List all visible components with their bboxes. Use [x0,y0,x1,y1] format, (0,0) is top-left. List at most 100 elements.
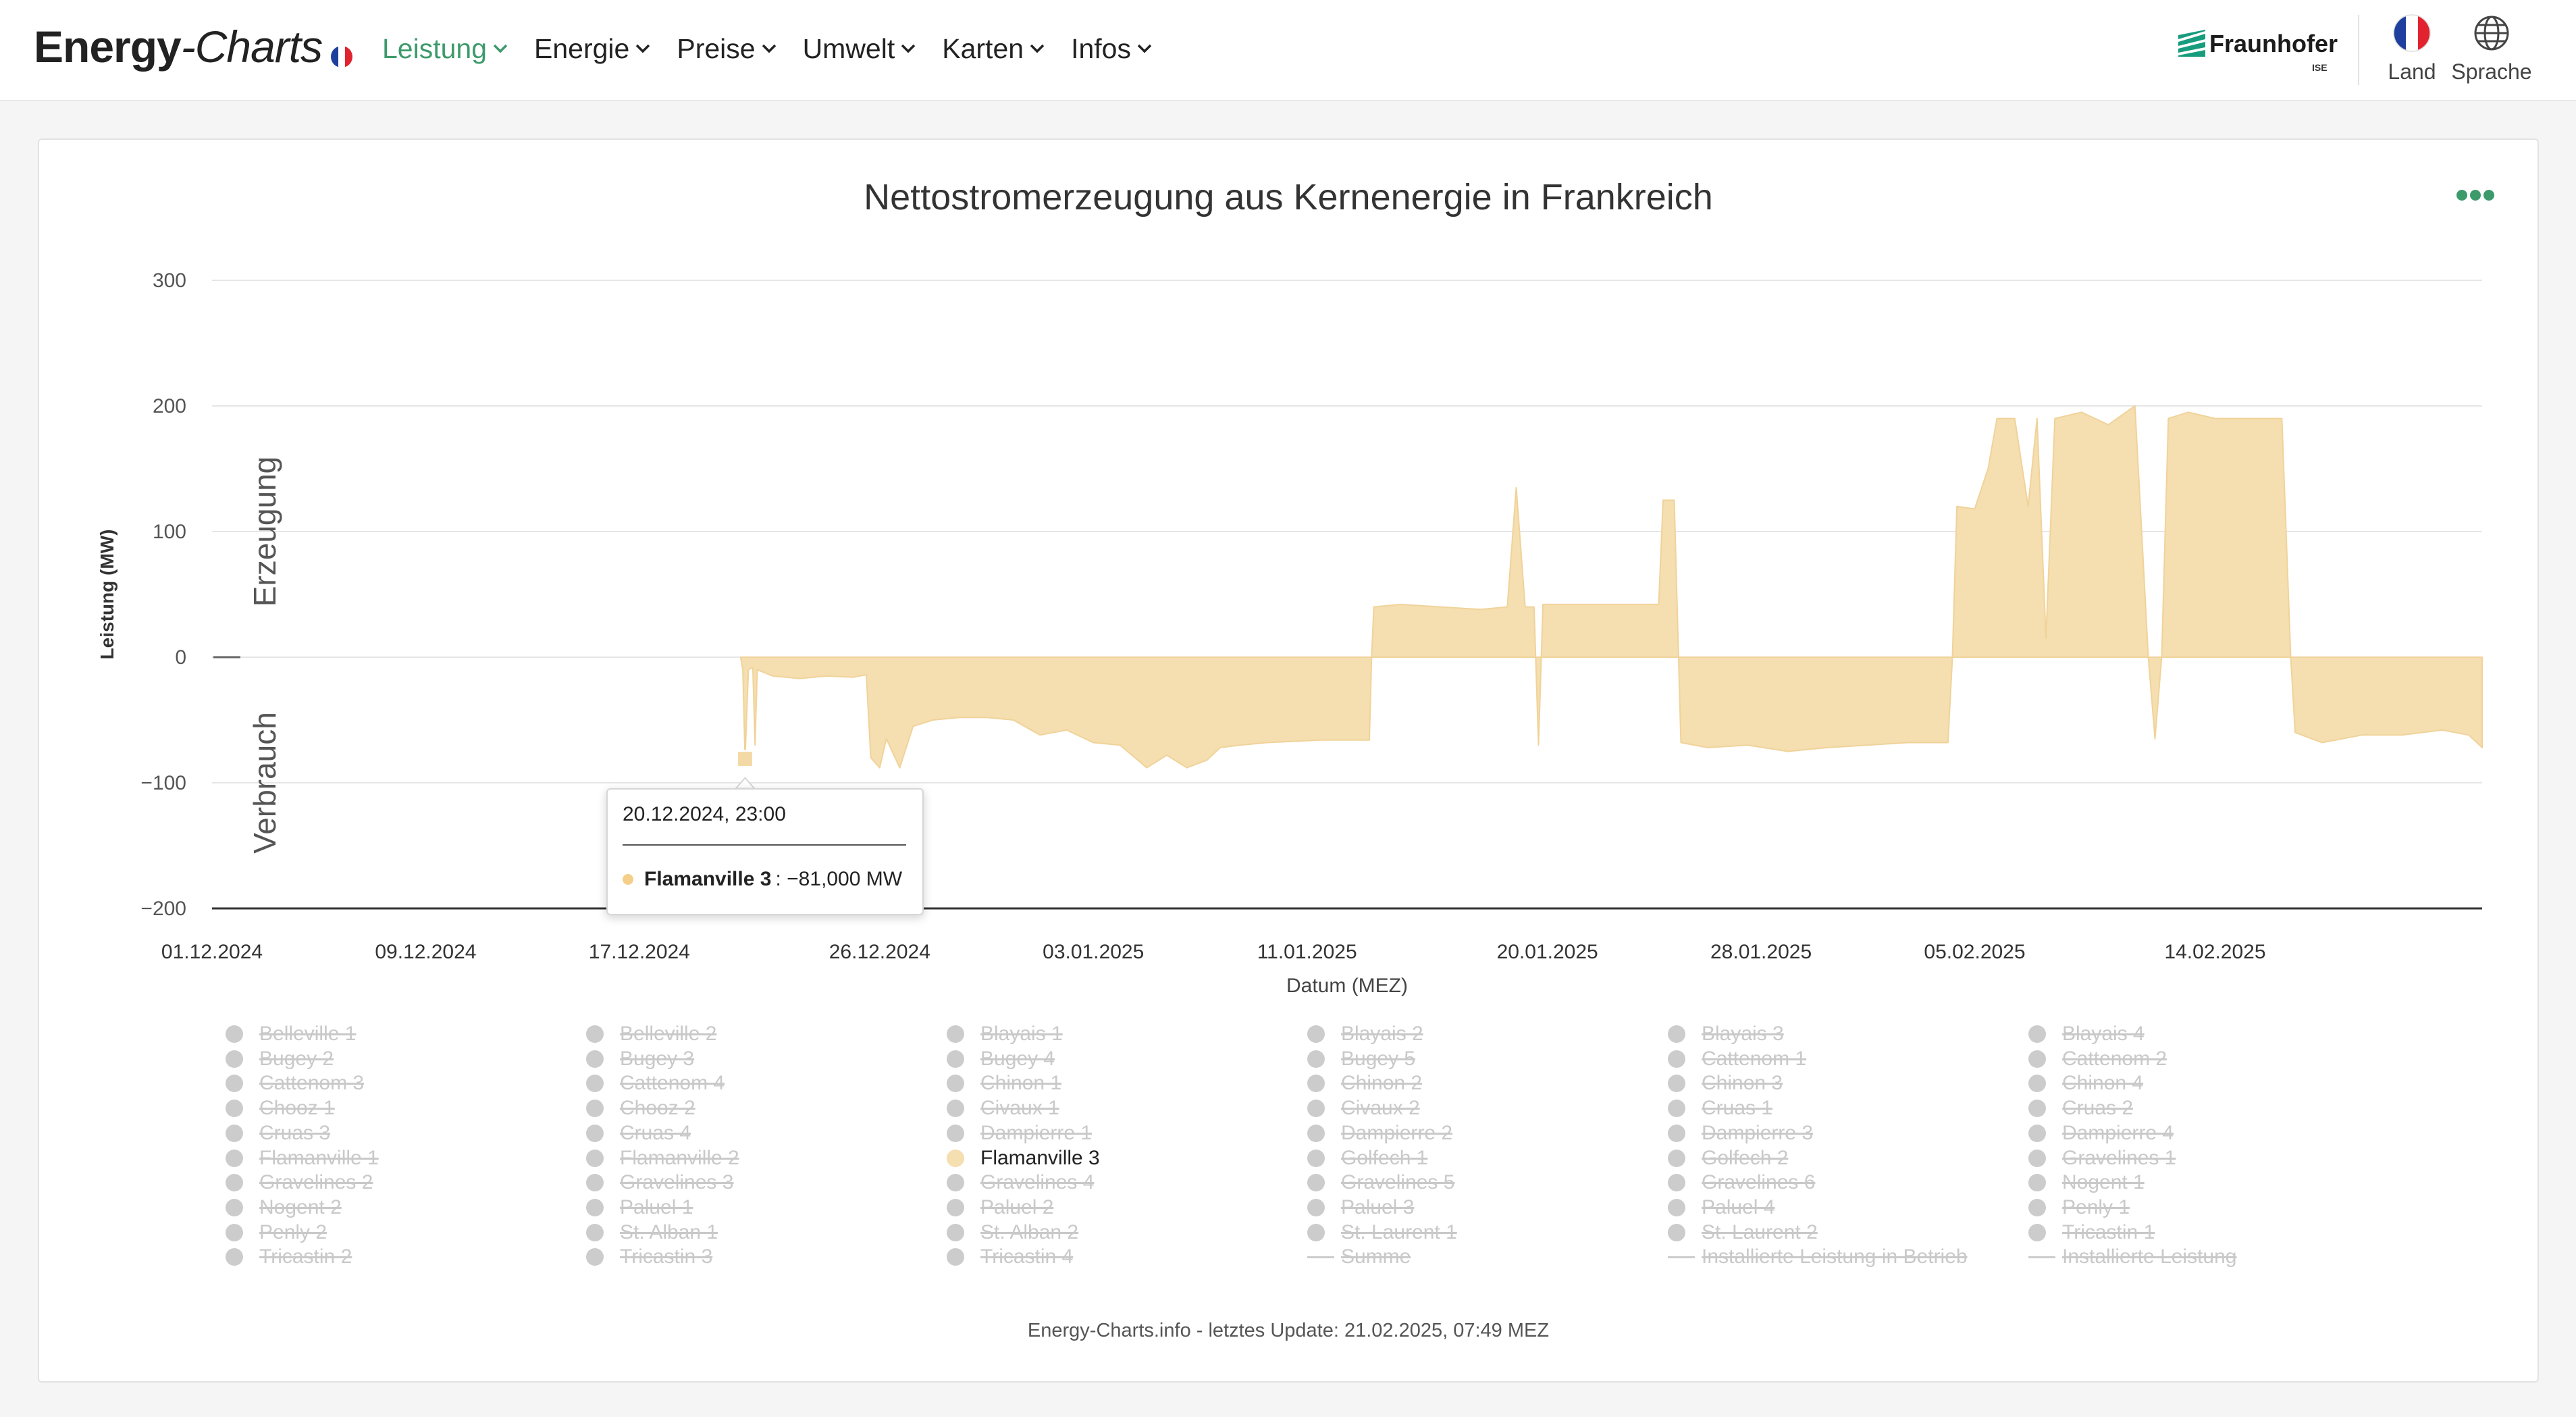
legend-item[interactable]: Summe [1307,1245,1411,1269]
legend-item[interactable]: Blayais 3 [1668,1022,1784,1046]
legend-item[interactable]: Paluel 3 [1307,1195,1414,1220]
legend-item[interactable]: Penly 1 [2028,1195,2130,1220]
legend-item[interactable]: Chinon 4 [2028,1071,2143,1096]
legend-item[interactable]: Belleville 2 [586,1022,716,1046]
nav-infos[interactable]: Infos [1071,33,1153,65]
legend-dot-marker [2028,1050,2046,1068]
legend-item[interactable]: Bugey 4 [947,1047,1055,1071]
legend-dot-marker [2028,1025,2046,1043]
legend-item[interactable]: Belleville 1 [226,1022,356,1046]
legend-item[interactable]: Flamanville 1 [226,1146,379,1170]
legend-item[interactable]: Cattenom 1 [1668,1047,1806,1071]
chart-legend: Belleville 1 Belleville 2 Blayais 1 Blayais… [39,140,2538,1381]
chevron-down-icon [1137,44,1152,53]
legend-item[interactable]: Cruas 3 [226,1121,330,1145]
legend-item[interactable]: Dampierre 1 [947,1121,1092,1145]
legend-dot-marker [947,1223,964,1241]
chart-menu-icon[interactable] [2455,187,2496,203]
legend-dot-marker [2028,1075,2046,1093]
fraunhofer-logo[interactable]: Fraunhofer ISE [2176,27,2338,77]
legend-item[interactable]: Flamanville 3 [947,1146,1100,1170]
france-flag-icon [331,46,353,68]
legend-item[interactable]: Chinon 3 [1668,1071,1783,1096]
legend-item[interactable]: Blayais 4 [2028,1022,2145,1046]
nav-karten[interactable]: Karten [942,33,1045,65]
legend-item[interactable]: Tricastin 1 [2028,1220,2155,1245]
legend-item[interactable]: Nogent 1 [2028,1170,2145,1195]
legend-item[interactable]: Chinon 2 [1307,1071,1422,1096]
legend-item[interactable]: Gravelines 1 [2028,1146,2176,1170]
legend-dot-marker [226,1174,243,1192]
legend-dot-marker [1307,1223,1325,1241]
language-selector[interactable]: Sprache [2451,14,2532,88]
tooltip-divider [623,844,906,846]
legend-item[interactable]: Penly 2 [226,1220,327,1245]
legend-item[interactable]: Civaux 1 [947,1096,1059,1120]
legend-item[interactable]: Blayais 2 [1307,1022,1423,1046]
legend-label: Bugey 4 [980,1047,1055,1070]
fraunhofer-name: Fraunhofer [2209,30,2338,57]
legend-item[interactable]: St. Laurent 2 [1668,1220,1818,1245]
legend-label: Dampierre 3 [1702,1121,1814,1144]
legend-item[interactable]: St. Alban 1 [586,1220,718,1245]
legend-item[interactable]: Cattenom 4 [586,1071,725,1096]
country-selector[interactable]: Land [2371,14,2452,88]
legend-label: Cruas 4 [620,1121,691,1144]
legend-item[interactable]: Dampierre 3 [1668,1121,1813,1145]
main-nav: Leistung Energie Preise Umwelt Karten In… [382,24,1178,73]
legend-item[interactable]: Chooz 2 [586,1096,695,1120]
legend-dot-marker [1668,1223,1685,1241]
legend-item[interactable]: Golfech 2 [1668,1146,1788,1170]
legend-item[interactable]: Gravelines 2 [226,1170,373,1195]
legend-item[interactable]: St. Laurent 1 [1307,1220,1457,1245]
legend-dot-marker [586,1149,604,1167]
y-tick-label: −100 [140,772,186,794]
nav-energie[interactable]: Energie [534,33,651,65]
legend-label: Bugey 3 [620,1047,695,1070]
legend-item[interactable]: Bugey 2 [226,1047,334,1071]
legend-item[interactable]: Gravelines 5 [1307,1170,1454,1195]
legend-item[interactable]: Gravelines 3 [586,1170,733,1195]
legend-item[interactable]: Gravelines 4 [947,1170,1094,1195]
site-logo[interactable]: Energy -Charts [34,16,353,77]
legend-item[interactable]: Tricastin 4 [947,1245,1073,1269]
legend-dot-marker [226,1100,243,1118]
legend-label: Tricastin 1 [2062,1220,2155,1243]
nav-preise[interactable]: Preise [677,33,777,65]
legend-dot-marker [947,1075,964,1093]
legend-item[interactable]: Cruas 4 [586,1121,691,1145]
legend-item[interactable]: Paluel 2 [947,1195,1053,1220]
legend-item[interactable]: Dampierre 2 [1307,1121,1452,1145]
legend-item[interactable]: Cattenom 2 [2028,1047,2167,1071]
chevron-down-icon [493,44,508,53]
legend-dot-marker [947,1025,964,1043]
legend-item[interactable]: Cattenom 3 [226,1071,364,1096]
nav-leistung[interactable]: Leistung [382,33,508,65]
nav-umwelt[interactable]: Umwelt [803,33,917,65]
legend-item[interactable]: Bugey 5 [1307,1047,1415,1071]
legend-item[interactable]: Cruas 1 [1668,1096,1772,1120]
legend-item[interactable]: Gravelines 6 [1668,1170,1815,1195]
legend-item[interactable]: Flamanville 2 [586,1146,739,1170]
legend-item[interactable]: Civaux 2 [1307,1096,1420,1120]
legend-item[interactable]: Blayais 1 [947,1022,1063,1046]
legend-item[interactable]: Chinon 1 [947,1071,1061,1096]
legend-item[interactable]: Paluel 4 [1668,1195,1775,1220]
legend-dot-marker [586,1050,604,1068]
chart-card: Nettostromerzeugung aus Kernenergie in F… [38,138,2539,1383]
legend-item[interactable]: Installierte Leistung in Betrieb [1668,1245,1968,1269]
legend-item[interactable]: St. Alban 2 [947,1220,1078,1245]
legend-label: Chinon 1 [980,1072,1062,1095]
legend-label: Blayais 3 [1702,1023,1784,1045]
legend-item[interactable]: Chooz 1 [226,1096,335,1120]
legend-item[interactable]: Tricastin 3 [586,1245,712,1269]
legend-label: Gravelines 5 [1341,1171,1455,1194]
legend-item[interactable]: Paluel 1 [586,1195,693,1220]
legend-item[interactable]: Bugey 3 [586,1047,694,1071]
legend-item[interactable]: Dampierre 4 [2028,1121,2174,1145]
legend-item[interactable]: Cruas 2 [2028,1096,2133,1120]
legend-item[interactable]: Installierte Leistung [2028,1245,2237,1269]
legend-item[interactable]: Tricastin 2 [226,1245,352,1269]
legend-item[interactable]: Golfech 1 [1307,1146,1427,1170]
legend-item[interactable]: Nogent 2 [226,1195,342,1220]
